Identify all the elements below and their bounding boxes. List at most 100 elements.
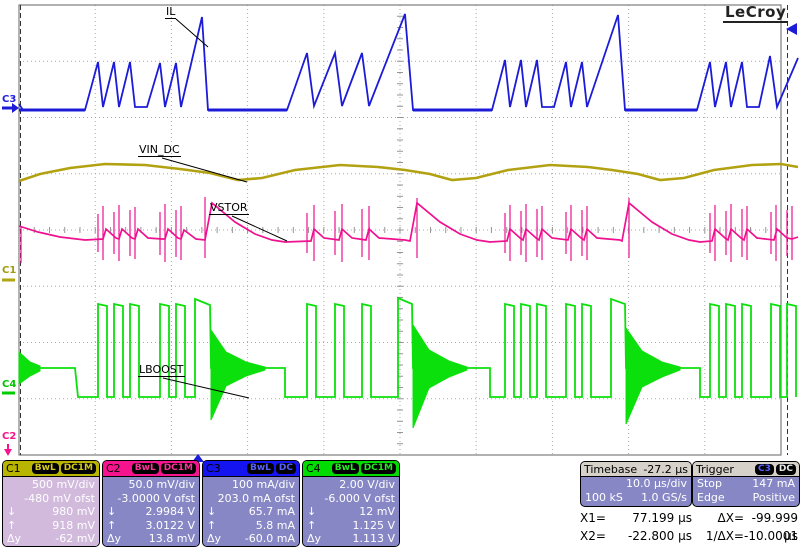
trace-lboost xyxy=(19,296,797,398)
bandwidth-limit-badge: BwL xyxy=(131,463,159,474)
amps-per-div: 100 mA/div xyxy=(232,478,295,491)
channel-descriptor-c2[interactable]: C2 BwL DC1M 50.0 mV/div -3.0000 V ofst ↓… xyxy=(102,460,200,547)
trace-label-lboost[interactable]: LBOOST xyxy=(138,363,185,377)
channel-edge-label-c1[interactable]: C1 xyxy=(2,265,17,276)
cursor-up-symbol: ↑ xyxy=(207,518,217,532)
sample-rate: 1.0 GS/s xyxy=(641,491,687,504)
trace-vin-dc xyxy=(18,162,799,183)
time-per-div: 10.0 µs/div xyxy=(626,477,687,490)
timebase-offset: -27.2 µs xyxy=(643,462,688,476)
trigger-level: 147 mA xyxy=(752,477,795,490)
trace-label-il[interactable]: IL xyxy=(165,5,177,19)
timebase-header: Timebase -27.2 µs xyxy=(581,462,691,477)
inv-dx-label: 1/ΔX= xyxy=(705,529,744,543)
channel-header-c4: C4 BwL DC1M xyxy=(303,461,399,477)
timebase-title: Timebase xyxy=(584,462,638,476)
channel-edge-label-c4[interactable]: C4 xyxy=(2,379,17,390)
delta-y-symbol: Δy xyxy=(7,532,22,545)
cursor-down-value: 12 mV xyxy=(359,505,395,518)
volts-per-div: 2.00 V/div xyxy=(339,478,395,491)
inv-dx-value: -10.0001 kHz xyxy=(744,529,798,543)
trigger-header: Trigger C3 DC xyxy=(693,462,799,477)
trigger-badges: C3 DC xyxy=(753,463,796,475)
delta-y-symbol: Δy xyxy=(307,532,322,545)
channel-readouts-c4: 2.00 V/div -6.000 V ofst ↓ 12 mV ↑ 1.125 V… xyxy=(303,477,399,546)
trigger-descriptor[interactable]: Trigger C3 DC Stop 147 mA Edge Positive xyxy=(692,461,800,507)
trigger-title: Trigger xyxy=(696,462,734,476)
trigger-level-marker-icon[interactable] xyxy=(786,23,797,35)
dx-value: -99.999 µs xyxy=(751,511,798,543)
timebase-readouts: 10.0 µs/div 100 kS 1.0 GS/s xyxy=(581,477,691,505)
trigger-slope: Positive xyxy=(752,491,795,504)
cursor-down-symbol: ↓ xyxy=(207,505,217,518)
cursor-readout-block: X1= 77.199 µs ΔX= -99.999 µs X2= -22.800… xyxy=(580,509,798,545)
channel-header-c2: C2 BwL DC1M xyxy=(103,461,199,477)
delta-y-value: -60.0 mA xyxy=(244,532,295,545)
channel-id: C1 xyxy=(6,461,21,475)
delta-y-value: 13.8 mV xyxy=(148,532,195,545)
bandwidth-limit-badge: BwL xyxy=(247,463,274,474)
cursor-up-symbol: ↑ xyxy=(107,518,117,532)
cursor-up-value: 3.0122 V xyxy=(145,518,195,532)
channel-edge-label-c2[interactable]: C2 xyxy=(2,431,17,442)
trigger-type-label: Edge xyxy=(697,491,725,504)
channel-header-c3: C3 BwL DC xyxy=(203,461,299,477)
channel-badges: BwL DC xyxy=(245,463,296,474)
timebase-descriptor[interactable]: Timebase -27.2 µs 10.0 µs/div 100 kS 1.0 … xyxy=(580,461,692,507)
label-pointer-vin_dc xyxy=(161,157,248,183)
cursor-down-symbol: ↓ xyxy=(107,505,117,518)
channel-id: C3 xyxy=(206,461,221,475)
channel-readouts-c3: 100 mA/div 203.0 mA ofst ↓ 65.7 mA ↑ 5.8 m… xyxy=(203,477,299,546)
trace-vstor xyxy=(18,201,799,243)
lecroy-logo: LeCroy xyxy=(723,3,789,23)
trace-label-vin-dc[interactable]: VIN_DC xyxy=(138,143,181,157)
channel-badges: BwL DC1M xyxy=(330,463,396,474)
cursor-up-symbol: ↑ xyxy=(307,518,317,532)
trigger-readouts: Stop 147 mA Edge Positive xyxy=(693,477,799,505)
cursor-down-value: 2.9984 V xyxy=(145,505,195,518)
cursor-down-symbol: ↓ xyxy=(307,505,317,518)
delta-y-value: -62 mV xyxy=(55,532,95,545)
trace-lboost-ringing xyxy=(412,323,468,429)
trace-il xyxy=(18,13,799,111)
trigger-mode-label: Stop xyxy=(697,477,723,490)
label-pointer-il xyxy=(175,18,209,48)
delta-y-value: 1.113 V xyxy=(352,532,395,545)
volts-per-div: 50.0 mV/div xyxy=(128,478,195,491)
coupling-badge: DC1M xyxy=(60,463,96,474)
c2-offscreen-arrowhead-icon[interactable] xyxy=(4,449,12,456)
cursor-down-value: 65.7 mA xyxy=(248,505,295,518)
offset-value: -480 mV ofst xyxy=(24,491,95,505)
offset-value: 203.0 mA ofst xyxy=(217,491,295,505)
cursor-up-value: 5.8 mA xyxy=(255,518,295,532)
trace-label-vstor[interactable]: VSTOR xyxy=(209,201,249,215)
channel-header-c1: C1 BwL DC1M xyxy=(3,461,99,477)
channel-badges: BwL DC1M xyxy=(30,463,96,474)
channel-descriptor-c1[interactable]: C1 BwL DC1M 500 mV/div -480 mV ofst ↓ 980… xyxy=(2,460,100,547)
channel-readouts-c1: 500 mV/div -480 mV ofst ↓ 980 mV ↑ 918 mV … xyxy=(3,477,99,546)
channel-id: C4 xyxy=(306,461,321,475)
c3-zero-arrow-icon[interactable] xyxy=(12,103,19,113)
offset-value: -6.000 V ofst xyxy=(324,491,395,505)
x2-label: X2= xyxy=(580,529,606,543)
channel-badges: BwL DC1M xyxy=(130,463,196,474)
channel-descriptor-c3[interactable]: C3 BwL DC 100 mA/div 203.0 mA ofst ↓ 65.7… xyxy=(202,460,300,547)
volts-per-div: 500 mV/div xyxy=(32,478,95,491)
coupling-badge: DC1M xyxy=(360,463,396,474)
offset-value: -3.0000 V ofst xyxy=(117,491,195,505)
cursor-up-value: 918 mV xyxy=(52,518,95,532)
channel-id: C2 xyxy=(106,461,121,475)
channel-descriptor-c4[interactable]: C4 BwL DC1M 2.00 V/div -6.000 V ofst ↓ 12… xyxy=(302,460,400,547)
x1-value: 77.199 µs xyxy=(632,511,692,525)
cursor-down-value: 980 mV xyxy=(52,505,95,518)
coupling-badge: DC1M xyxy=(160,463,196,474)
bandwidth-limit-badge: BwL xyxy=(31,463,59,474)
cursor-up-symbol: ↑ xyxy=(7,518,17,532)
channel-edge-label-c3[interactable]: C3 xyxy=(2,94,17,105)
trace-lboost-ringing xyxy=(210,328,266,421)
label-pointer-lboost xyxy=(162,377,250,399)
x2-value: -22.800 µs xyxy=(627,529,692,543)
dx-label: ΔX= xyxy=(717,511,744,525)
sample-count: 100 kS xyxy=(585,491,623,504)
